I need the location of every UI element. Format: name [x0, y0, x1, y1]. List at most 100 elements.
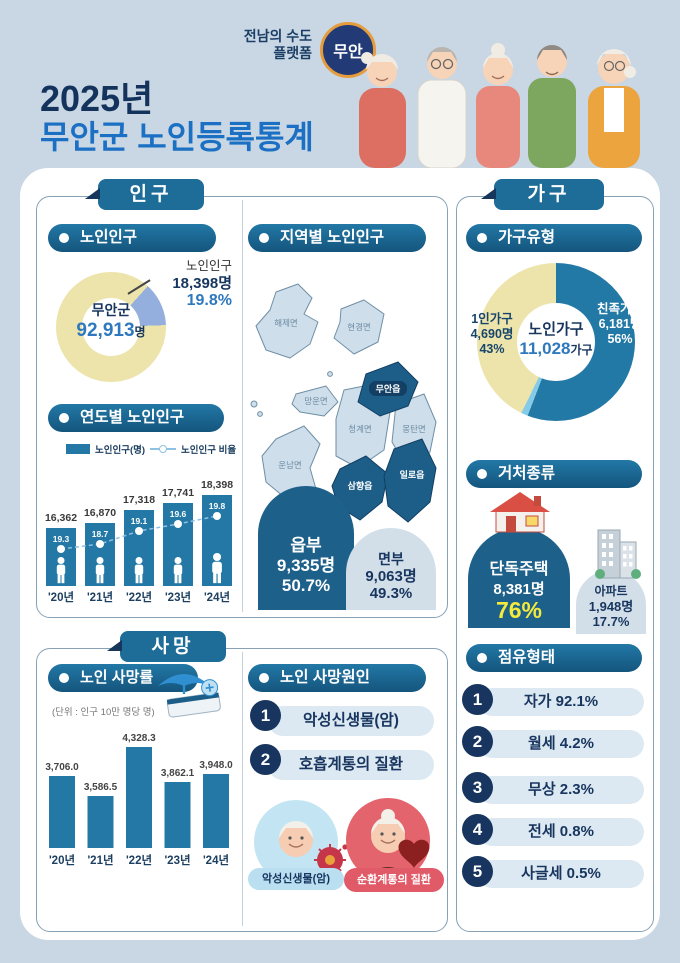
callout-value: 18,398명 — [172, 275, 232, 292]
household-center-label: 노인가구 — [528, 321, 584, 338]
elderly-population-donut — [56, 272, 166, 382]
svg-text:'22년: '22년 — [126, 590, 152, 604]
muan-logo-badge: 무안 — [320, 22, 376, 78]
muan-region-map: 해제면 현경면 망운면 운남면 청계면 몽탄면 무안읍 삼향읍 일로읍 — [250, 283, 437, 523]
by-region-heading: 지역별 노인인구 — [248, 224, 426, 252]
house-pct: 76% — [495, 597, 543, 623]
donut-center-label: 무안군 — [91, 302, 131, 318]
tab-household: 가구 — [481, 179, 604, 210]
callout-label: 노인인구 — [185, 259, 232, 273]
by-year-bar-chart: 16,362 16,870 17,318 17,741 18,398 19.3 … — [45, 479, 233, 604]
myeon-pct: 49.3% — [369, 584, 413, 602]
svg-text:3,706.0: 3,706.0 — [45, 762, 79, 773]
death-cause-heading: 노인 사망원인 — [248, 664, 426, 692]
occupancy-rank-1: 1 — [462, 684, 493, 715]
svg-text:무안읍: 무안읍 — [376, 384, 401, 394]
house-value: 8,381명 — [493, 581, 545, 598]
death-rate-unit: (단위 : 인구 10만 명당 명) — [52, 707, 155, 718]
eup-label: 읍부 — [290, 536, 322, 555]
occupancy-item-3: 무상 2.3% — [478, 776, 644, 804]
myeon-value: 9,063명 — [365, 567, 417, 585]
elderly-group-illustration — [359, 43, 640, 168]
svg-text:'23년: '23년 — [164, 853, 190, 867]
household-type-donut — [477, 263, 635, 421]
eup-pct: 50.7% — [281, 576, 331, 595]
apartment-icon — [595, 529, 641, 579]
elderly-donut-callout: 노인인구 18,398명 19.8% — [148, 258, 232, 309]
svg-text:'22년: '22년 — [126, 853, 152, 867]
occupancy-rank-5: 5 — [462, 856, 493, 887]
tab-death: 사망 — [107, 631, 226, 662]
line-legend-label: 노인인구 비율 — [181, 445, 237, 456]
svg-text:망운면: 망운면 — [304, 396, 327, 406]
callout-pct: 19.8% — [186, 292, 232, 309]
logo-line1: 전남의 수도 — [243, 28, 312, 44]
kin-household-label: 친족가구 6,181명 56% — [596, 302, 643, 346]
svg-text:3,862.1: 3,862.1 — [161, 768, 195, 779]
death-panel-divider — [242, 652, 243, 926]
eup-value: 9,335명 — [276, 556, 336, 575]
bar-legend-swatch — [66, 444, 90, 454]
donut-center-unit: 명 — [134, 325, 146, 339]
logo-text: 전남의 수도 플랫폼 — [236, 28, 312, 62]
svg-text:현경면: 현경면 — [347, 322, 370, 332]
svg-text:4,328.3: 4,328.3 — [122, 733, 156, 744]
funeral-umbrella-icon — [158, 674, 221, 718]
occupancy-rank-4: 4 — [462, 814, 493, 845]
occupancy-rank-2: 2 — [462, 726, 493, 757]
household-center-unit: 가구 — [570, 343, 593, 357]
death-rate-bar-chart: 3,706.0 3,586.5 4,328.3 3,862.1 3,948.0 … — [45, 733, 233, 867]
svg-text:'21년: '21년 — [87, 853, 113, 867]
svg-text:3,586.5: 3,586.5 — [84, 782, 118, 793]
house-label: 단독주택 — [489, 561, 549, 578]
apt-label: 아파트 — [594, 583, 628, 598]
svg-text:17,741: 17,741 — [162, 487, 194, 499]
svg-text:16,870: 16,870 — [84, 507, 116, 519]
residence-heading: 거처종류 — [466, 460, 642, 488]
svg-text:19.1: 19.1 — [131, 516, 148, 526]
bar-legend-label: 노인인구(명) — [95, 445, 146, 456]
occupancy-heading: 점유형태 — [466, 644, 642, 672]
single-household-label: 1인가구 4,690명 43% — [470, 312, 514, 356]
svg-text:19.6: 19.6 — [170, 509, 187, 519]
svg-text:'20년: '20년 — [49, 853, 75, 867]
svg-text:몽탄면: 몽탄면 — [402, 424, 425, 434]
svg-text:19.8: 19.8 — [209, 501, 226, 511]
house-icon — [490, 492, 550, 533]
cause-rank-1: 1 — [250, 700, 281, 731]
svg-text:해제면: 해제면 — [274, 318, 297, 328]
logo-badge-label: 무안 — [333, 44, 363, 61]
svg-text:청계면: 청계면 — [348, 424, 371, 434]
svg-text:18.7: 18.7 — [92, 529, 109, 539]
myeon-label: 면부 — [378, 550, 404, 567]
occupancy-item-4: 전세 0.8% — [478, 818, 644, 846]
eup-stat-arch: 읍부 9,335명 50.7% — [258, 486, 354, 610]
svg-text:'21년: '21년 — [87, 590, 113, 604]
svg-text:'20년: '20년 — [48, 590, 74, 604]
myeon-stat-arch: 면부 9,063명 49.3% — [346, 528, 436, 610]
svg-text:운남면: 운남면 — [278, 460, 301, 470]
svg-text:'24년: '24년 — [204, 590, 230, 604]
cause-rank-2: 2 — [250, 744, 281, 775]
tab-population: 인구 — [85, 179, 204, 210]
apartment-stat-arch: 아파트 1,948명 17.7% — [576, 570, 646, 634]
svg-text:삼향읍: 삼향읍 — [348, 480, 373, 491]
svg-text:19.3: 19.3 — [53, 534, 70, 544]
cause-illus-left-label: 악성신생물(암) — [248, 868, 344, 890]
line-legend-swatch — [150, 445, 177, 453]
by-year-heading: 연도별 노인인구 — [48, 404, 224, 432]
occupancy-item-1: 자가 92.1% — [478, 688, 644, 716]
occupancy-rank-3: 3 — [462, 772, 493, 803]
logo-line2: 플랫폼 — [273, 45, 312, 61]
occupancy-item-2: 월세 4.2% — [478, 730, 644, 758]
svg-text:3,948.0: 3,948.0 — [199, 760, 233, 771]
apt-pct: 17.7% — [592, 613, 630, 629]
elderly-population-heading: 노인인구 — [48, 224, 216, 252]
by-year-legend: 노인인구(명) 노인인구 비율 — [66, 442, 236, 456]
cause-item-1: 악성신생물(암) — [268, 706, 434, 736]
house-stat-arch: 단독주택 8,381명 76% — [468, 528, 570, 628]
donut-center-value: 92,913 — [76, 320, 135, 341]
population-panel-divider — [242, 200, 243, 612]
svg-text:'24년: '24년 — [203, 853, 229, 867]
apt-value: 1,948명 — [588, 598, 634, 614]
